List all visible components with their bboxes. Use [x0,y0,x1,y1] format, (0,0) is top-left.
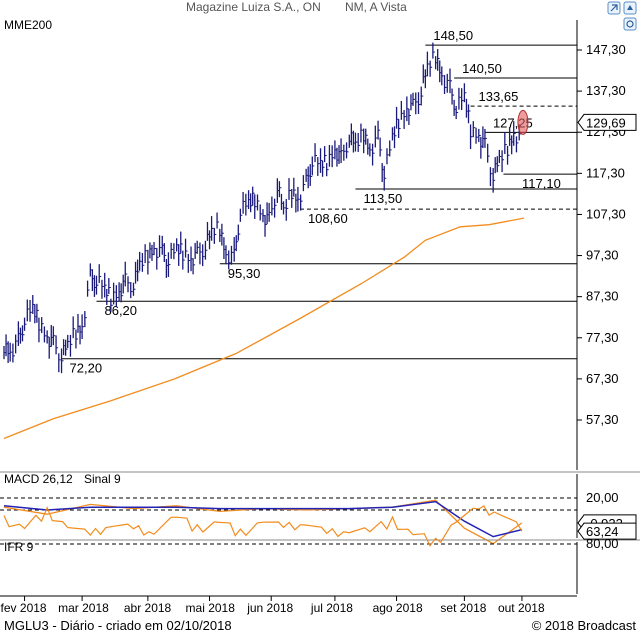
price-ytick-label: 97,30 [586,248,619,263]
level-label: 95,30 [228,266,261,281]
date-tick-label: out 2018 [498,601,545,615]
price-ytick-label: 57,30 [586,412,619,427]
up-arrow-icon[interactable] [623,1,637,15]
chart-header-market: NM, A Vista [345,0,407,14]
ifr-last-value-box [577,522,637,540]
ifr-line [3,505,523,547]
price-ytick-label: 117,30 [586,165,625,180]
level-label: 72,20 [70,361,103,376]
level-label: 133,65 [479,89,519,104]
date-tick-label: jun 2018 [246,601,293,615]
macd-panel: MACD 26,12 Sinal 9 -0,922 [0,472,637,545]
price-ytick-label: 137,30 [586,83,626,98]
level-label: 86,20 [104,303,137,318]
mme200-line [3,217,525,440]
ifr-last-value-label: 63,24 [586,524,619,539]
price-ytick-label: 67,30 [586,371,619,386]
price-panel: MME200 148,50140,50133,65127,25117,10113… [3,18,637,470]
date-tick-label: jul 2018 [310,601,353,615]
footer-right: © 2018 Broadcast [532,618,637,633]
date-tick-label: abr 2018 [124,601,172,615]
level-label: 108,60 [308,211,348,226]
macd-signal-line [3,500,523,538]
signal-legend: Sinal 9 [84,472,121,486]
macd-legend: MACD 26,12 [4,472,73,486]
ifr-ytick-label: 20,00 [586,490,619,505]
level-label: 148,50 [433,28,473,43]
footer-left: MGLU3 - Diário - criado em 02/10/2018 [4,618,232,633]
chart-header-company: Magazine Luiza S.A., ON [186,0,321,14]
date-tick-label: set 2018 [440,601,486,615]
mme200-legend: MME200 [4,18,52,32]
ifr-legend: IFR 9 [4,540,34,554]
ifr-panel: IFR 9 80,00 20,00 63,24 [0,490,637,594]
date-tick-label: mai 2018 [186,601,236,615]
ifr-ytick-label: 80,00 [586,536,619,551]
price-last-value-label: 129,69 [586,115,626,130]
price-ytick-label: 77,30 [586,330,619,345]
date-tick-label: ago 2018 [373,601,423,615]
level-label: 113,50 [363,191,402,206]
price-ytick-label: 87,30 [586,289,619,304]
level-label: 117,10 [522,176,561,191]
last-price-marker [517,109,529,135]
price-ytick-label: 147,30 [586,42,626,57]
price-ytick-label: 107,30 [586,206,626,221]
window-controls [607,1,637,31]
settings-icon[interactable] [623,17,637,31]
restore-icon[interactable] [607,1,621,15]
date-tick-label: mar 2018 [58,601,109,615]
price-last-value-box [577,113,637,131]
level-label: 140,50 [462,61,502,76]
date-tick-label: fev 2018 [1,601,47,615]
